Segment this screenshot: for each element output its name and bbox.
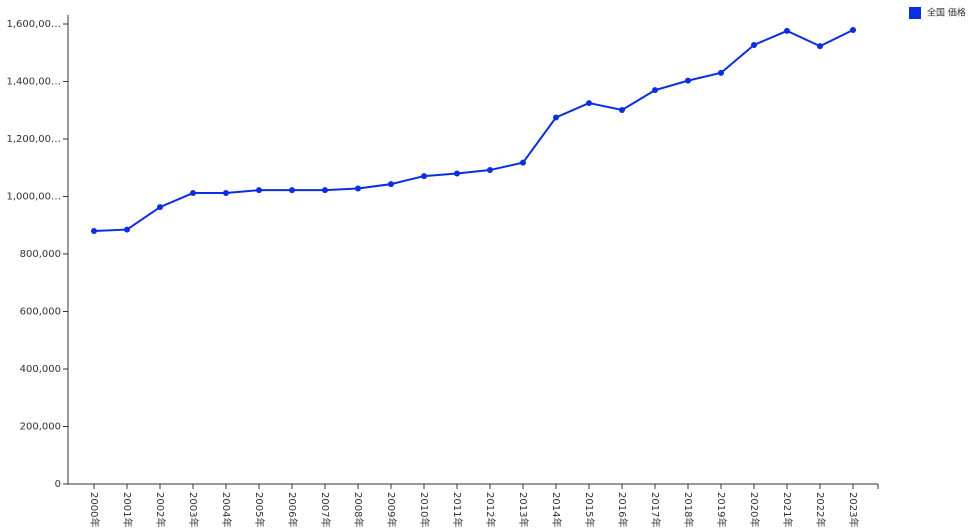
point <box>553 114 559 121</box>
x-tick-label: 2022年 <box>814 492 827 527</box>
point <box>487 167 493 174</box>
point <box>685 77 691 84</box>
point <box>718 69 724 76</box>
x-tick-label: 2003年 <box>187 492 200 527</box>
y-tick-label: 800,000 <box>20 249 61 260</box>
y-tick-label: 1,600,00… <box>6 19 61 30</box>
point <box>652 87 658 94</box>
x-tick-label: 2011年 <box>451 492 464 527</box>
x-tick-label: 2005年 <box>253 492 266 527</box>
y-tick-label: 400,000 <box>20 364 61 375</box>
point <box>586 100 592 107</box>
point <box>817 43 823 50</box>
y-tick-label: 200,000 <box>20 422 61 433</box>
point <box>454 170 460 177</box>
point <box>520 159 526 166</box>
x-tick-label: 2018年 <box>682 492 695 527</box>
x-tick-label: 2020年 <box>748 492 761 527</box>
y-tick-label: 1,400,00… <box>6 77 61 88</box>
point <box>223 190 229 197</box>
line <box>93 29 854 232</box>
x-tick-label: 2009年 <box>385 492 398 527</box>
x-tick-label: 2008年 <box>352 492 365 527</box>
point <box>289 187 295 194</box>
point <box>850 27 856 34</box>
x-tick-label: 2006年 <box>286 492 299 527</box>
y-tick-label: 1,000,00… <box>6 192 61 203</box>
x-tick-label: 2001年 <box>121 492 134 527</box>
point <box>421 173 427 180</box>
legend-swatch <box>909 7 921 19</box>
x-tick-label: 2023年 <box>847 492 860 527</box>
point <box>256 187 262 194</box>
x-tick-label: 2000年 <box>88 492 101 527</box>
x-tick-label: 2017年 <box>649 492 662 527</box>
point <box>751 41 757 48</box>
point <box>619 106 625 113</box>
x-tick-label: 2004年 <box>220 492 233 527</box>
point <box>124 226 130 233</box>
x-tick-label: 2021年 <box>781 492 794 527</box>
x-tick-label: 2013年 <box>517 492 530 527</box>
x-tick-label: 2015年 <box>583 492 596 527</box>
x-tick-label: 2002年 <box>154 492 167 527</box>
point <box>157 204 163 211</box>
x-tick-label: 2016年 <box>616 492 629 527</box>
x-tick-label: 2012年 <box>484 492 497 527</box>
x-tick-label: 2007年 <box>319 492 332 527</box>
x-tick-label: 2010年 <box>418 492 431 527</box>
y-tick-label: 0 <box>55 479 61 490</box>
x-tick-label: 2014年 <box>550 492 563 527</box>
point <box>91 228 97 234</box>
point <box>355 185 361 192</box>
point <box>190 190 196 197</box>
point <box>388 181 394 188</box>
y-tick-label: 600,000 <box>20 307 61 318</box>
x-tick-label: 2019年 <box>715 492 728 527</box>
y-tick-label: 1,200,00… <box>6 134 61 145</box>
legend-label: 全国 価格 <box>927 7 966 19</box>
point <box>784 27 790 34</box>
point <box>322 187 328 194</box>
